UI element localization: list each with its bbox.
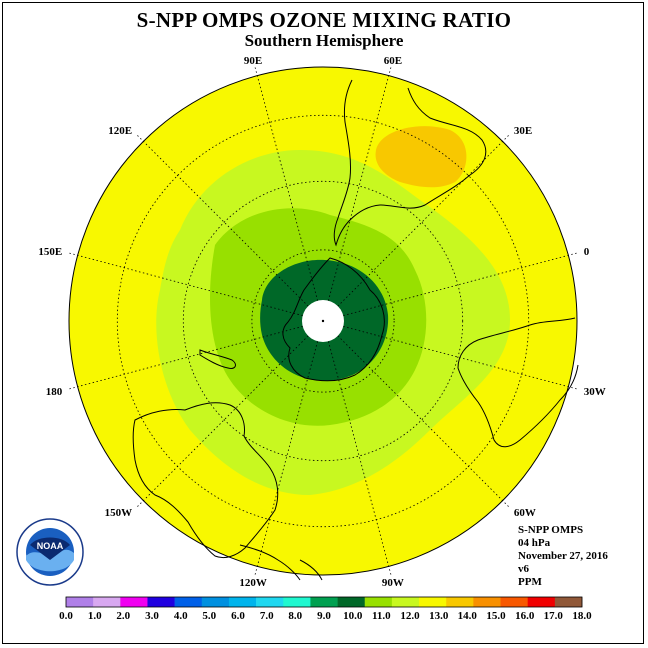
colorbar-tick-label: 9.0 bbox=[317, 610, 331, 622]
colorbar-swatch bbox=[337, 597, 366, 607]
colorbar-swatch bbox=[554, 597, 583, 607]
colorbar-border bbox=[65, 596, 583, 608]
info-date: November 27, 2016 bbox=[518, 550, 608, 562]
australia-coastline bbox=[132, 402, 279, 559]
colorbar-tick-label: 5.0 bbox=[202, 610, 216, 622]
colorbar-swatch bbox=[391, 597, 420, 607]
meridian-line bbox=[343, 326, 579, 390]
meridian-line bbox=[254, 65, 318, 301]
longitude-label: 60W bbox=[514, 507, 536, 519]
longitude-label: 120E bbox=[108, 125, 132, 137]
colorbar-tick-label: 14.0 bbox=[458, 610, 478, 622]
longitude-labels: 90W 60W 30W 0 30E 60E 90E 120E 150E 180 150W 120W bbox=[38, 55, 605, 589]
meridian-line bbox=[136, 335, 309, 508]
colorbar-swatch bbox=[93, 597, 121, 607]
antarctica-coastline bbox=[282, 257, 385, 382]
info-version: v6 bbox=[518, 563, 529, 575]
colorbar-tick-label: 10.0 bbox=[343, 610, 363, 622]
colorbar-tick-label: 7.0 bbox=[260, 610, 274, 622]
meridian-lines bbox=[67, 65, 579, 577]
colorbar-swatch bbox=[66, 597, 94, 607]
colorbar-swatch bbox=[527, 597, 556, 607]
meridian-line bbox=[136, 134, 309, 307]
colorbar-tick-label: 17.0 bbox=[544, 610, 564, 622]
colorbar-swatch bbox=[120, 597, 148, 607]
longitude-label: 120W bbox=[239, 577, 267, 589]
colorbar-tick-label: 1.0 bbox=[88, 610, 102, 622]
africa-coastline bbox=[457, 317, 579, 448]
colorbar-swatch bbox=[147, 597, 175, 607]
colorbar-swatch bbox=[500, 597, 528, 607]
colorbar-swatch bbox=[364, 597, 393, 607]
new-zealand-coastline bbox=[199, 349, 236, 369]
latitude-rings bbox=[116, 114, 530, 528]
colorbar-tick-label: 13.0 bbox=[429, 610, 449, 622]
latitude-ring bbox=[182, 180, 464, 462]
noaa-logo: NOAA bbox=[16, 518, 84, 586]
longitude-label: 60E bbox=[384, 55, 402, 67]
colorbar-swatch bbox=[256, 597, 284, 607]
longitude-label: 30W bbox=[584, 386, 606, 398]
colorbar-tick-label: 0.0 bbox=[59, 610, 73, 622]
colorbar-tick-label: 6.0 bbox=[231, 610, 245, 622]
meridian-line bbox=[343, 252, 579, 316]
longitude-label: 150E bbox=[38, 246, 62, 258]
south-america-coastline bbox=[333, 79, 487, 247]
map-subtitle: Southern Hemisphere bbox=[244, 31, 404, 50]
info-instrument: S-NPP OMPS bbox=[518, 524, 584, 536]
colorbar-tick-label: 18.0 bbox=[572, 610, 592, 622]
colorbar-swatch bbox=[201, 597, 230, 607]
colorbar-swatch bbox=[473, 597, 501, 607]
colorbar-tick-label: 15.0 bbox=[486, 610, 506, 622]
meridian-line bbox=[328, 65, 392, 301]
colorbar-tick-label: 11.0 bbox=[372, 610, 391, 622]
asia-coastline bbox=[239, 544, 323, 581]
info-units: PPM bbox=[518, 576, 542, 588]
meridian-line bbox=[254, 341, 318, 577]
ozone-max-region bbox=[375, 126, 467, 188]
longitude-label: 180 bbox=[46, 386, 63, 398]
colorbar-swatch bbox=[283, 597, 311, 607]
colorbar-swatch bbox=[310, 597, 338, 607]
meridian-line bbox=[337, 335, 510, 508]
latitude-ring bbox=[116, 114, 530, 528]
colorbar-swatch bbox=[228, 597, 257, 607]
meridian-line bbox=[67, 326, 303, 390]
meridian-line bbox=[337, 134, 510, 307]
latitude-ring bbox=[251, 249, 395, 393]
longitude-label: 150W bbox=[105, 507, 133, 519]
colorbar-tick-label: 16.0 bbox=[515, 610, 535, 622]
colorbar-tick-label: 8.0 bbox=[288, 610, 302, 622]
longitude-label: 30E bbox=[514, 125, 532, 137]
info-block: S-NPP OMPS 04 hPa November 27, 2016 v6 P… bbox=[518, 524, 608, 589]
colorbar-swatch bbox=[419, 597, 447, 607]
colorbar-tick-label: 4.0 bbox=[174, 610, 188, 622]
longitude-label: 0 bbox=[584, 246, 590, 258]
colorbar-tick-label: 3.0 bbox=[145, 610, 159, 622]
meridian-line bbox=[67, 252, 303, 316]
noaa-logo-text: NOAA bbox=[37, 541, 64, 551]
longitude-label: 90W bbox=[382, 577, 404, 589]
colorbar-swatch bbox=[446, 597, 474, 607]
colorbar-tick-label: 12.0 bbox=[400, 610, 420, 622]
longitude-label: 90E bbox=[244, 55, 262, 67]
info-level: 04 hPa bbox=[518, 537, 551, 549]
colorbar-swatch bbox=[174, 597, 203, 607]
colorbar: 0.0 1.0 2.0 3.0 4.0 5.0 6.0 7.0 8.0 9.0 10.0 11.0 12… bbox=[59, 596, 592, 622]
south-pole-marker bbox=[321, 319, 325, 323]
map-title: S-NPP OMPS OZONE MIXING RATIO bbox=[136, 8, 512, 32]
colorbar-tick-label: 2.0 bbox=[116, 610, 130, 622]
meridian-line bbox=[328, 341, 392, 577]
